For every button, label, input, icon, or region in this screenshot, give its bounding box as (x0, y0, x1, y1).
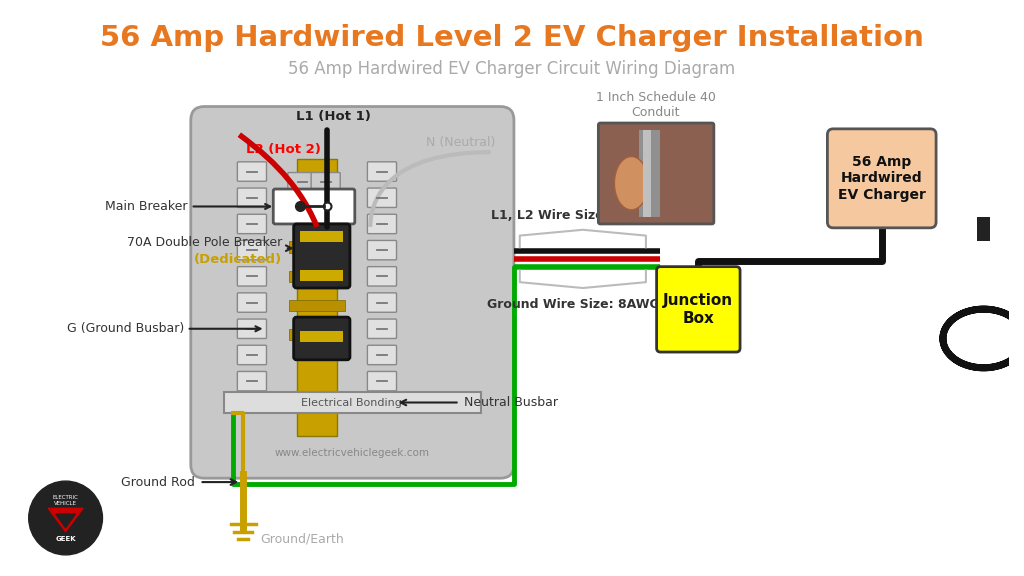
Text: www.electricvehiclegeek.com: www.electricvehiclegeek.com (274, 448, 429, 458)
Bar (300, 270, 343, 281)
FancyBboxPatch shape (368, 345, 396, 365)
Text: 56 Amp
Hardwired
EV Charger: 56 Amp Hardwired EV Charger (838, 155, 926, 202)
FancyBboxPatch shape (827, 129, 936, 228)
Text: 1 Inch Schedule 40
Conduit: 1 Inch Schedule 40 Conduit (596, 91, 716, 119)
FancyBboxPatch shape (238, 319, 266, 339)
FancyBboxPatch shape (294, 224, 350, 288)
FancyBboxPatch shape (368, 319, 396, 339)
Text: L1 (Hot 1): L1 (Hot 1) (296, 110, 371, 123)
FancyBboxPatch shape (368, 267, 396, 286)
Bar (289, 271, 345, 282)
Text: L2 (Hot 2): L2 (Hot 2) (246, 143, 321, 156)
Circle shape (324, 203, 332, 210)
FancyBboxPatch shape (238, 293, 266, 312)
Text: Ground Rod: Ground Rod (121, 476, 195, 488)
Polygon shape (48, 508, 83, 532)
Text: 56 Amp Hardwired Level 2 EV Charger Installation: 56 Amp Hardwired Level 2 EV Charger Inst… (100, 24, 924, 52)
Bar (289, 329, 345, 340)
Text: Junction
Box: Junction Box (664, 293, 733, 325)
Text: ELECTRIC
VEHICLE: ELECTRIC VEHICLE (52, 495, 79, 506)
Text: GEEK: GEEK (55, 536, 76, 543)
Text: (Dedicated): (Dedicated) (194, 253, 282, 266)
FancyBboxPatch shape (656, 267, 740, 352)
FancyBboxPatch shape (288, 173, 317, 192)
FancyBboxPatch shape (368, 162, 396, 181)
FancyBboxPatch shape (238, 345, 266, 365)
Circle shape (296, 202, 305, 211)
Text: G (Ground Busbar): G (Ground Busbar) (67, 322, 260, 335)
Text: Neutral Busbar: Neutral Busbar (465, 396, 558, 409)
FancyBboxPatch shape (238, 188, 266, 207)
FancyBboxPatch shape (368, 293, 396, 312)
Bar (297, 159, 337, 435)
FancyBboxPatch shape (368, 240, 396, 260)
FancyBboxPatch shape (368, 372, 396, 391)
Text: Ground/Earth: Ground/Earth (261, 533, 344, 546)
FancyBboxPatch shape (311, 173, 340, 192)
FancyBboxPatch shape (238, 267, 266, 286)
FancyBboxPatch shape (238, 214, 266, 234)
Bar (977, 217, 990, 241)
Ellipse shape (614, 157, 648, 210)
Circle shape (29, 481, 102, 555)
Bar (289, 241, 345, 253)
Text: Main Breaker: Main Breaker (105, 200, 270, 213)
FancyBboxPatch shape (294, 317, 350, 360)
FancyBboxPatch shape (273, 189, 354, 224)
FancyBboxPatch shape (598, 123, 714, 224)
Bar (224, 392, 481, 413)
Bar (289, 300, 345, 311)
Text: Ground Wire Size: 8AWG: Ground Wire Size: 8AWG (486, 298, 659, 310)
Text: 56 Amp Hardwired EV Charger Circuit Wiring Diagram: 56 Amp Hardwired EV Charger Circuit Wiri… (289, 60, 735, 78)
FancyBboxPatch shape (238, 240, 266, 260)
Text: N (Neutral): N (Neutral) (426, 136, 496, 149)
FancyBboxPatch shape (368, 188, 396, 207)
FancyBboxPatch shape (190, 107, 514, 478)
Bar (643, 130, 651, 217)
Bar (639, 130, 660, 217)
Text: Electrical Bonding: Electrical Bonding (301, 397, 402, 407)
Bar (300, 331, 343, 342)
FancyBboxPatch shape (238, 162, 266, 181)
Text: L1, L2 Wire Size: 4AWG: L1, L2 Wire Size: 4AWG (492, 209, 655, 222)
FancyBboxPatch shape (368, 214, 396, 234)
Bar (300, 231, 343, 242)
FancyBboxPatch shape (238, 372, 266, 391)
Polygon shape (56, 514, 76, 528)
Text: 70A Double Pole Breaker: 70A Double Pole Breaker (127, 236, 282, 249)
